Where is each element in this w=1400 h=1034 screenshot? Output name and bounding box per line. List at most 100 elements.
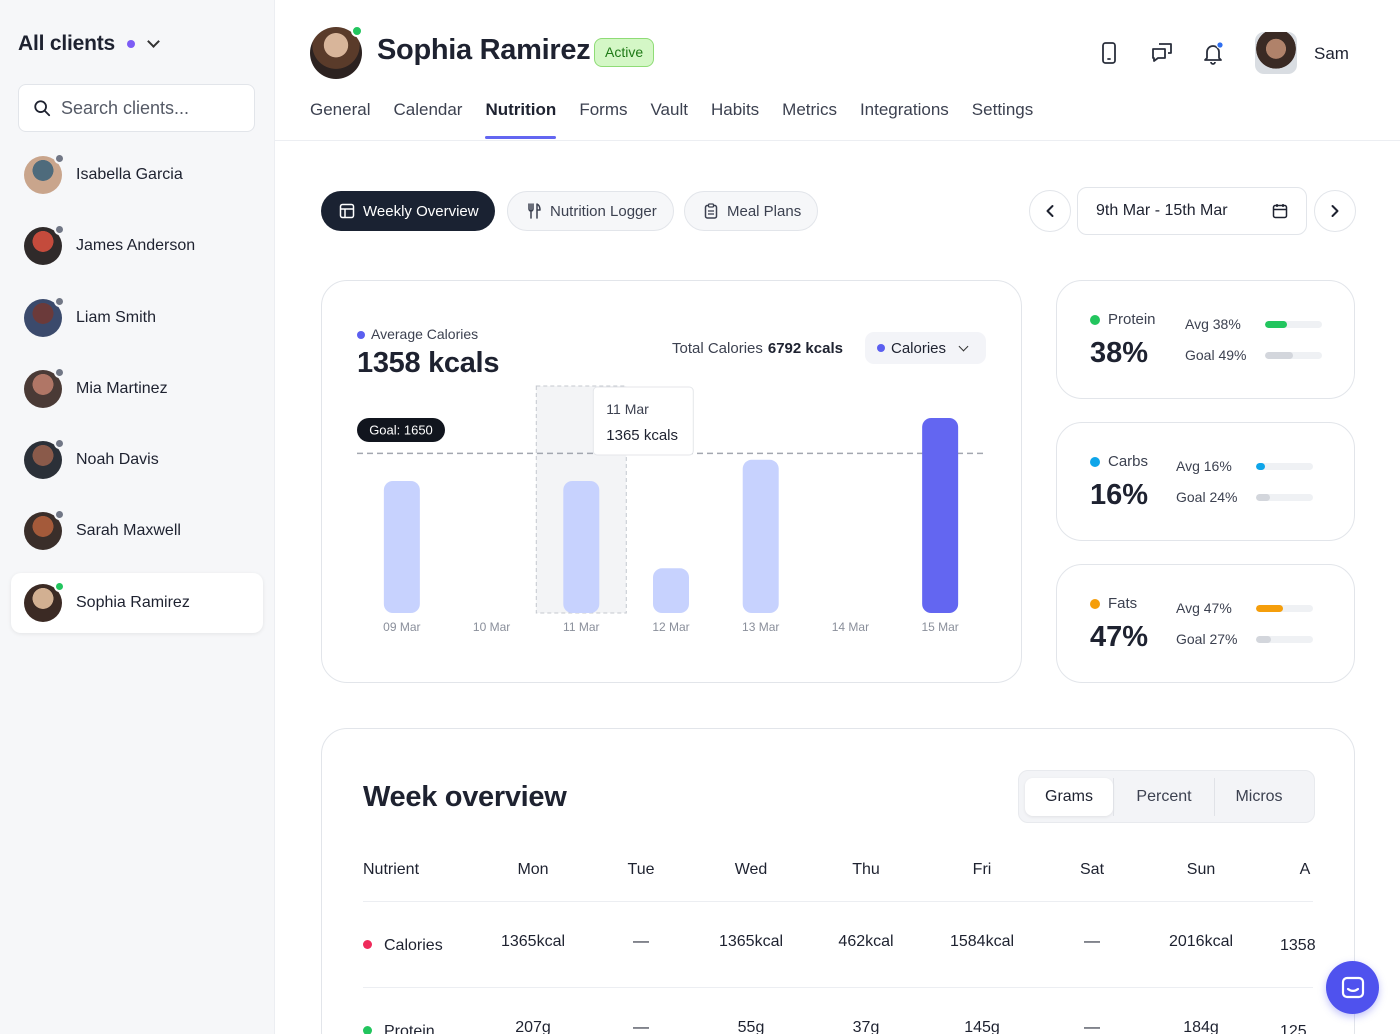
avg-progress-bar	[1265, 321, 1322, 328]
meal-plans-button[interactable]: Meal Plans	[684, 191, 819, 231]
date-range-text: 9th Mar - 15th Mar	[1096, 202, 1228, 219]
macro-goal: Goal 49%	[1185, 347, 1247, 363]
avg-progress-fill	[1256, 463, 1266, 470]
client-name: Sarah Maxwell	[76, 522, 181, 540]
bar-12-mar[interactable]	[653, 568, 689, 613]
x-tick-label: 10 Mar	[473, 620, 510, 634]
total-calories-value: 6792 kcals	[767, 340, 843, 357]
unit-percent[interactable]: Percent	[1136, 787, 1192, 805]
client-item[interactable]: Mia Martinez	[11, 359, 263, 419]
tab-metrics[interactable]: Metrics	[782, 100, 837, 119]
value-cell: —	[1084, 933, 1100, 950]
macro-card-fats: Fats 47% Avg 47% Goal 27%	[1056, 564, 1355, 683]
goal-progress-bar	[1256, 636, 1313, 643]
unit-micros[interactable]: Micros	[1235, 787, 1283, 805]
messages-button[interactable]	[1145, 36, 1179, 70]
header-divider	[275, 140, 1400, 141]
bar-09-mar[interactable]	[383, 480, 420, 613]
user-name[interactable]: Sam	[1314, 44, 1349, 63]
value-cell: 1365kcal	[718, 933, 784, 950]
column-header: Sun	[1186, 861, 1216, 878]
macro-card-carbs: Carbs 16% Avg 16% Goal 24%	[1056, 422, 1355, 541]
goal-label: Goal: 1650	[369, 423, 433, 438]
client-avatar	[24, 509, 65, 551]
user-avatar[interactable]	[1255, 32, 1297, 74]
notifications-button[interactable]	[1196, 36, 1230, 70]
goal-badge	[357, 418, 445, 442]
client-item[interactable]: Noah Davis	[11, 430, 263, 490]
bar-13-mar[interactable]	[742, 459, 779, 613]
weekly-overview-button[interactable]: Weekly Overview	[321, 191, 495, 231]
legend-dot	[357, 331, 365, 340]
client-item[interactable]: Isabella Garcia	[11, 145, 263, 205]
support-chat-button[interactable]	[1326, 961, 1379, 1014]
client-name: Sophia Ramirez	[76, 593, 190, 611]
client-avatar	[24, 224, 65, 266]
x-tick-label: 13 Mar	[742, 620, 779, 634]
average-calories-label: Average Calories	[371, 326, 479, 342]
search-box	[18, 84, 255, 132]
chart-series-select[interactable]: Calories	[865, 332, 986, 364]
nutrient-cell: Calories	[363, 937, 443, 955]
week-overview-title: Week overview	[363, 781, 567, 813]
macro-value: 38%	[1090, 337, 1149, 369]
client-name: James Anderson	[76, 237, 196, 255]
search-input[interactable]	[61, 97, 241, 119]
client-item[interactable]: Sarah Maxwell	[11, 501, 263, 561]
mobile-app-button[interactable]	[1092, 36, 1126, 70]
tab-nutrition[interactable]: Nutrition	[485, 100, 556, 139]
chat-icon	[1152, 43, 1172, 62]
tab-habits[interactable]: Habits	[710, 100, 760, 119]
x-tick-label: 14 Mar	[832, 620, 869, 634]
tab-general[interactable]: General	[310, 100, 371, 119]
client-filter-dropdown[interactable]: All clients	[18, 32, 160, 56]
tab-integrations[interactable]: Integrations	[859, 100, 949, 119]
segment-divider	[1214, 777, 1215, 816]
client-name: Mia Martinez	[76, 379, 168, 397]
x-tick-label: 09 Mar	[383, 620, 420, 634]
value-cell: 55g	[737, 1019, 765, 1034]
macro-value: 47%	[1090, 621, 1149, 653]
macro-label: Fats	[1090, 595, 1137, 612]
bar-11-mar[interactable]	[563, 480, 600, 613]
weekly-overview-label: Weekly Overview	[363, 202, 479, 220]
tab-forms[interactable]: Forms	[579, 100, 628, 119]
tab-settings[interactable]: Settings	[971, 100, 1034, 119]
next-week-button[interactable]	[1314, 190, 1356, 232]
nutrition-logger-button[interactable]: Nutrition Logger	[507, 191, 674, 231]
macro-label: Carbs	[1090, 453, 1148, 470]
nutrient-dot	[363, 940, 372, 949]
client-item[interactable]: James Anderson	[11, 216, 263, 276]
client-avatar	[24, 366, 65, 408]
row-divider	[363, 987, 1313, 988]
macro-label: Protein	[1090, 311, 1156, 328]
client-avatar	[24, 438, 65, 480]
average-calories-legend: Average Calories	[357, 326, 478, 342]
value-cell: 2016kcal	[1168, 933, 1234, 950]
macro-avg: Avg 47%	[1176, 600, 1232, 616]
x-tick-label: 15 Mar	[921, 620, 958, 634]
client-list: Isabella Garcia James Anderson Liam Smith M…	[11, 145, 263, 644]
client-item[interactable]: Sophia Ramirez	[11, 572, 263, 633]
unit-grams[interactable]: Grams	[1025, 777, 1113, 816]
total-calories-label: Total Calories	[672, 340, 763, 357]
nutrient-name: Calories	[384, 937, 443, 954]
column-header: Nutrient	[363, 861, 420, 878]
client-item[interactable]: Liam Smith	[11, 288, 263, 348]
client-tabs: General Calendar Nutrition Forms Vault Habits…	[310, 100, 1056, 139]
status-dot	[54, 366, 65, 378]
avg-progress-fill	[1256, 605, 1283, 612]
value-cell: 1358	[1280, 937, 1316, 954]
tab-calendar[interactable]: Calendar	[393, 100, 463, 119]
goal-progress-fill	[1256, 636, 1272, 643]
chevron-right-icon	[1331, 205, 1339, 217]
table-icon	[339, 203, 355, 219]
date-range-picker[interactable]: 9th Mar - 15th Mar	[1077, 187, 1307, 235]
tab-vault[interactable]: Vault	[650, 100, 688, 119]
status-dot	[54, 580, 65, 592]
previous-week-button[interactable]	[1029, 190, 1071, 232]
status-dot	[54, 438, 65, 450]
series-select-label: Calories	[891, 339, 947, 357]
bar-15-mar[interactable]	[922, 417, 959, 613]
value-cell: 207g	[515, 1019, 551, 1034]
